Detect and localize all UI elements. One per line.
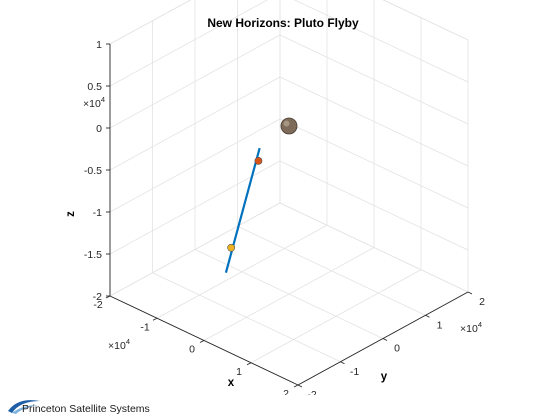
- grid-line: [279, 202, 469, 293]
- pluto-highlight: [283, 120, 290, 127]
- x-tick-mark: [246, 362, 252, 366]
- grid-line: [109, 202, 281, 297]
- box-edge: [109, 0, 192, 45]
- x-tick-mark: [199, 340, 205, 343]
- z-tick-label: -2: [93, 291, 102, 303]
- y-tick-mark: [297, 384, 303, 388]
- grid-line: [152, 272, 341, 363]
- pluto-flyby-3d-chart: -2 -1 0 1 2 -2 -1 0 1 2 -2 -1.5 -1 -0.5 0 0.5 1 ×104 ×104 ×…: [65, 0, 485, 395]
- grid-line: [194, 249, 384, 339]
- axes-layer: [105, 43, 473, 388]
- z-tick-label: -1.5: [84, 249, 102, 261]
- grid-line: [109, 0, 269, 87]
- x-tick-mark: [152, 317, 158, 321]
- x-multiplier: ×104: [108, 337, 130, 352]
- grid-line: [109, 34, 281, 129]
- chart-title: New Horizons: Pluto Flyby: [207, 16, 359, 30]
- y-tick-label: 2: [479, 296, 485, 308]
- grid-line: [279, 160, 469, 251]
- grid-line: [109, 118, 281, 213]
- z-tick-label: 0: [96, 123, 102, 135]
- x-tick-label: -2: [93, 299, 102, 311]
- y-tick-label: 1: [437, 319, 443, 331]
- z-tick-label: 0.5: [87, 81, 102, 93]
- y-tick-label: -1: [350, 366, 359, 378]
- grid-line: [293, 0, 469, 83]
- z-multiplier: ×104: [83, 95, 105, 110]
- y-tick-mark: [467, 291, 473, 295]
- grid-layer: [109, 0, 469, 386]
- y-tick-label: 0: [394, 343, 400, 355]
- x-axis-label: x: [228, 377, 235, 389]
- x-tick-label: 0: [189, 344, 195, 356]
- y-tick-label: -2: [307, 389, 316, 395]
- y-tick-mark: [382, 338, 388, 341]
- spacecraft-end-marker: [254, 157, 263, 165]
- box-edge: [382, 0, 469, 41]
- y-tick-mark: [425, 314, 430, 318]
- x-tick-mark: [293, 384, 299, 388]
- grid-line: [109, 76, 281, 171]
- grid-line: [237, 225, 426, 316]
- z-tick-label: -0.5: [84, 165, 102, 177]
- grid-line: [279, 118, 469, 209]
- z-tick-label: -1: [93, 207, 102, 219]
- spacecraft-start-marker: [227, 243, 236, 252]
- x-multiplier-exponent: 4: [126, 337, 130, 346]
- y-multiplier-exponent: 4: [478, 320, 482, 329]
- footer-logo: Princeton Satellite Systems: [6, 395, 150, 417]
- y-axis-label: y: [381, 371, 388, 383]
- z-tick-label: 1: [96, 39, 102, 51]
- data-layer: [224, 117, 298, 273]
- princeton-satellite-logo-icon: [8, 400, 40, 414]
- pluto-marker: [280, 117, 298, 135]
- z-multiplier-exponent: 4: [101, 95, 105, 104]
- y-tick-mark: [340, 361, 345, 365]
- z-axis-label: z: [65, 211, 77, 217]
- x-tick-label: 1: [236, 366, 242, 378]
- grid-line: [279, 34, 469, 125]
- x-tick-label: 2: [283, 388, 289, 395]
- logo-text: Princeton Satellite Systems: [22, 403, 150, 415]
- trajectory-line: [224, 147, 261, 273]
- y-multiplier: ×104: [460, 320, 482, 335]
- grid-line: [279, 76, 469, 167]
- ticks-layer: -2 -1 0 1 2 -2 -1 0 1 2 -2 -1.5 -1 -0.5 0 0.5 1 ×104 ×104 ×…: [83, 39, 485, 395]
- x-tick-label: -1: [140, 321, 149, 333]
